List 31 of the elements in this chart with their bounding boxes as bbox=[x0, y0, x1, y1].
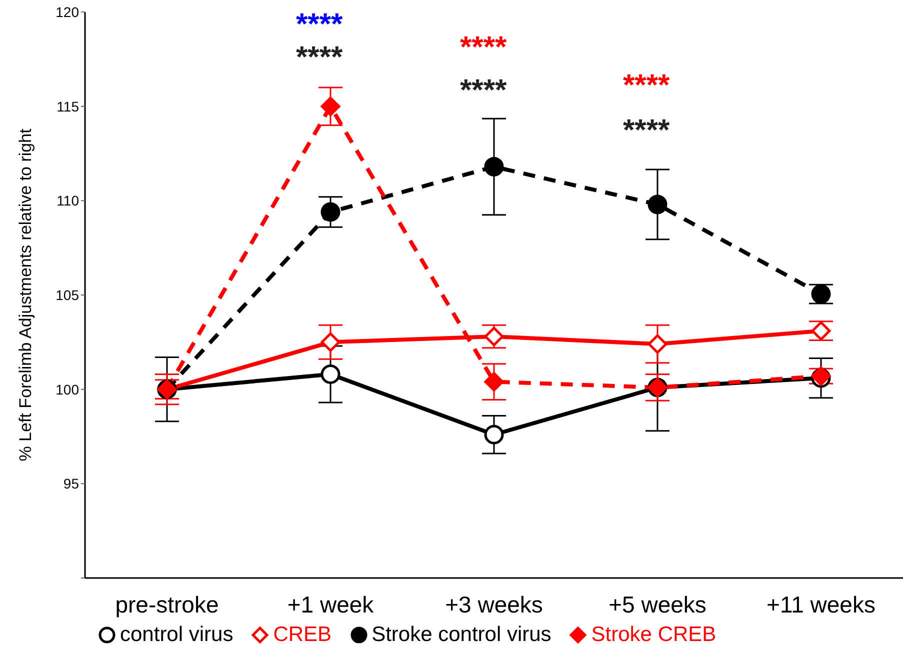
x-tick-label: +11 weeks bbox=[766, 591, 876, 618]
x-tick-label: +3 weeks bbox=[445, 591, 543, 618]
point bbox=[320, 332, 340, 352]
legend-label: Stroke control virus bbox=[370, 623, 552, 647]
legend-label: control virus bbox=[119, 623, 234, 647]
annotation: **** bbox=[296, 8, 343, 41]
y-tick-label: 105 bbox=[56, 286, 80, 303]
y-tick-label: 95 bbox=[63, 476, 80, 492]
annotation: **** bbox=[460, 74, 507, 107]
point bbox=[320, 96, 340, 116]
x-tick-label: +5 weeks bbox=[608, 591, 706, 618]
y-axis-title: % Left Forelimb Adjustments relative to right bbox=[16, 128, 36, 462]
y-tick-label: 110 bbox=[56, 192, 80, 209]
legend-label: Stroke CREB bbox=[590, 623, 716, 647]
x-tick-label: pre-stroke bbox=[115, 591, 219, 618]
y-tick-label: 100 bbox=[56, 381, 80, 398]
annotation: **** bbox=[623, 114, 670, 147]
point bbox=[320, 364, 340, 384]
annotation: **** bbox=[296, 41, 343, 74]
y-tick-label: 115 bbox=[56, 98, 80, 114]
legend-label: CREB bbox=[272, 623, 332, 647]
annotation: **** bbox=[460, 31, 507, 64]
point bbox=[484, 372, 504, 392]
point bbox=[648, 334, 668, 354]
point bbox=[648, 194, 668, 214]
x-tick-label: +1 week bbox=[287, 591, 374, 618]
point bbox=[484, 156, 504, 176]
annotation: **** bbox=[623, 69, 670, 102]
y-tick-label: 120 bbox=[56, 4, 80, 20]
point bbox=[484, 424, 504, 444]
point bbox=[320, 202, 340, 222]
